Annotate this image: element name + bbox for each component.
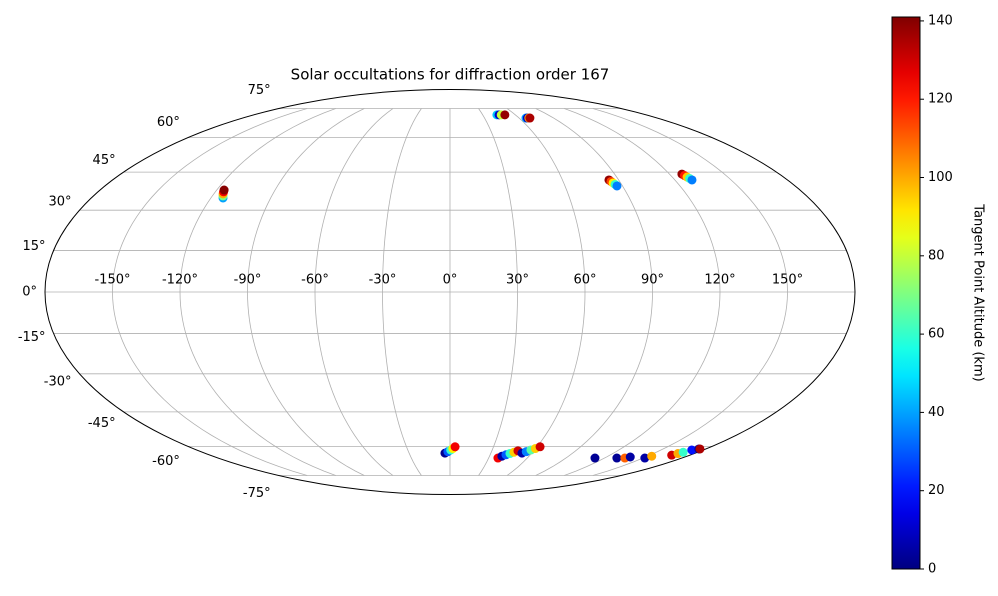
point xyxy=(640,453,650,463)
colorbar-tick-label: 100 xyxy=(928,170,953,185)
colorbar-tick-label: 0 xyxy=(928,562,936,577)
y-tick-label: 30° xyxy=(48,195,71,210)
y-tick-label: -45° xyxy=(88,416,116,431)
y-tick-label: -30° xyxy=(44,374,72,389)
x-tick-label: 30° xyxy=(506,273,529,288)
point xyxy=(500,110,510,120)
colorbar-label: Tangent Point Altitude (km) xyxy=(971,203,986,381)
x-tick-label: 150° xyxy=(772,273,803,288)
y-tick-label: -60° xyxy=(152,454,180,469)
x-tick-label: 0° xyxy=(443,273,458,288)
x-tick-label: -60° xyxy=(301,273,329,288)
x-tick-label: -90° xyxy=(234,273,262,288)
point xyxy=(612,181,622,191)
x-tick-label: 60° xyxy=(573,273,596,288)
colorbar-tick-label: 20 xyxy=(928,483,945,498)
y-tick-label: -75° xyxy=(243,486,271,501)
point xyxy=(219,185,229,195)
point xyxy=(525,113,535,123)
map-outline xyxy=(44,89,856,495)
y-tick-label: 60° xyxy=(157,115,180,130)
x-tick-label: -150° xyxy=(94,273,130,288)
x-tick-label: -120° xyxy=(162,273,198,288)
colorbar-tick-label: 60 xyxy=(928,327,945,342)
point xyxy=(535,442,545,452)
point xyxy=(687,175,697,185)
point xyxy=(625,452,635,462)
y-tick-label: 0° xyxy=(22,285,37,300)
y-tick-label: 75° xyxy=(248,83,271,98)
colorbar-tick-label: 80 xyxy=(928,248,945,263)
x-tick-label: 120° xyxy=(704,273,735,288)
x-tick-label: 90° xyxy=(641,273,664,288)
point xyxy=(590,453,600,463)
point xyxy=(450,442,460,452)
y-tick-label: 15° xyxy=(23,239,46,254)
point xyxy=(687,445,697,455)
point xyxy=(612,453,622,463)
chart-title: Solar occultations for diffraction order… xyxy=(291,66,610,84)
point xyxy=(647,451,657,461)
point xyxy=(695,444,705,454)
y-tick-label: -15° xyxy=(18,330,46,345)
grid xyxy=(45,108,855,476)
y-tick-label: 45° xyxy=(93,153,116,168)
colorbar-tick-label: 40 xyxy=(928,405,945,420)
colorbar-tick-label: 120 xyxy=(928,92,953,107)
point xyxy=(678,447,688,457)
colorbar-tick-label: 140 xyxy=(928,13,953,28)
colorbar xyxy=(891,16,921,570)
x-tick-label: -30° xyxy=(369,273,397,288)
